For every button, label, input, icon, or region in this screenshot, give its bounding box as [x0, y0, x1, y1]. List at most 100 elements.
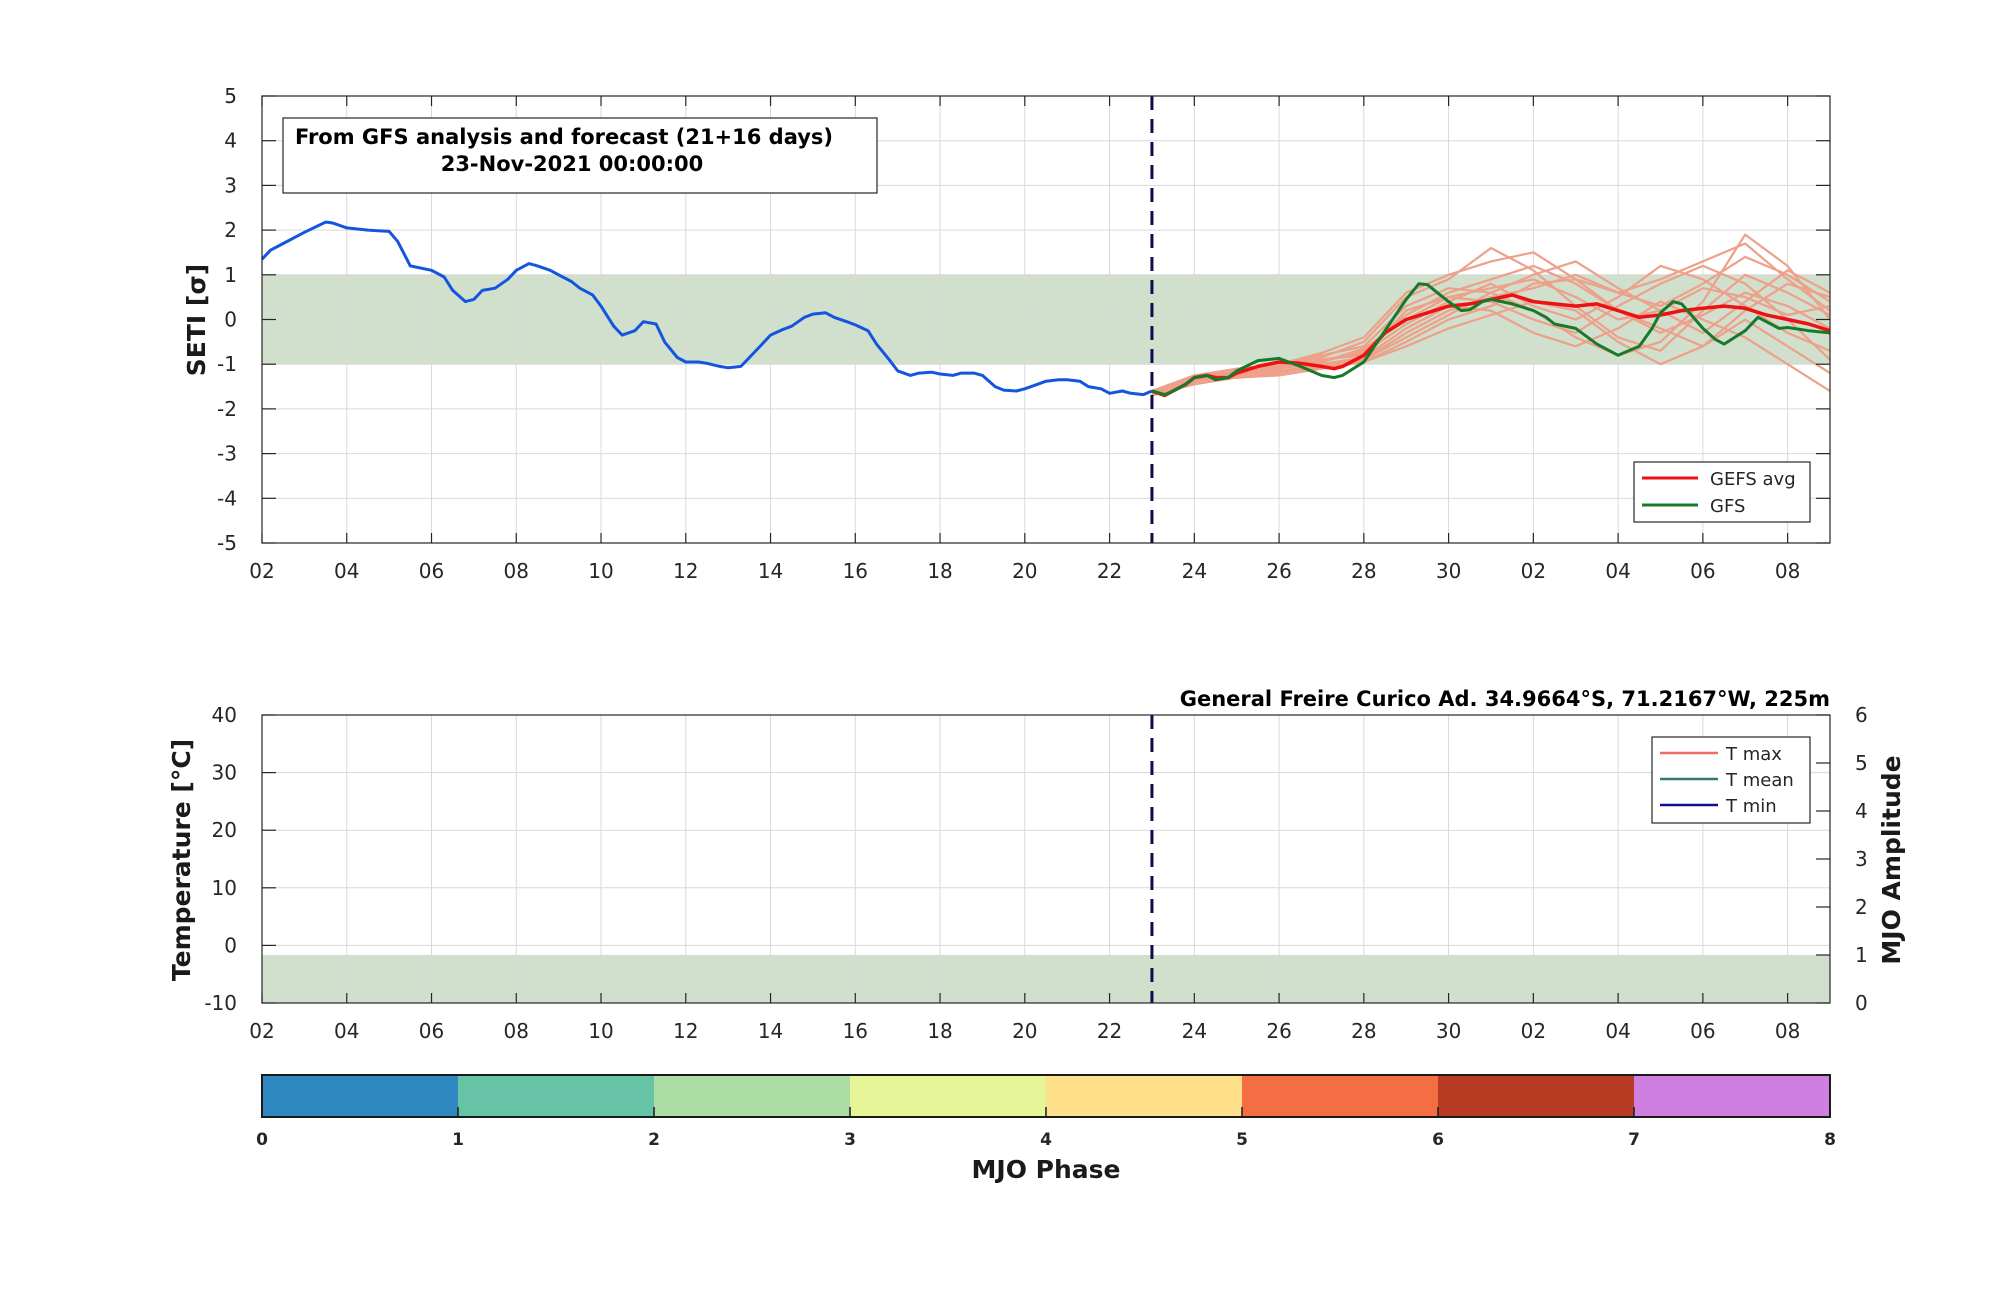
- temperature-x-tick-label: 16: [843, 1019, 868, 1043]
- seti-x-tick-label: 16: [843, 559, 868, 583]
- gefs-member-line: [1151, 278, 1831, 397]
- mjo-amplitude-y-label: MJO Amplitude: [1877, 755, 1906, 964]
- colorbar-cell-phase-8: [1634, 1075, 1831, 1117]
- seti-x-tick-label: 08: [1775, 559, 1800, 583]
- temperature-x-tick-label: 20: [1012, 1019, 1037, 1043]
- colorbar-tick-label: 3: [844, 1130, 856, 1150]
- seti-x-tick-label: 18: [927, 559, 952, 583]
- temperature-y-tick-label: 10: [212, 876, 237, 900]
- seti-x-tick-label: 14: [758, 559, 783, 583]
- temperature-x-tick-label: 06: [1690, 1019, 1715, 1043]
- seti-x-tick-label: 28: [1351, 559, 1376, 583]
- mjo-amplitude-tick-label: 3: [1855, 847, 1868, 871]
- seti-axis-ticks: 02 04 06 08 10 12 14 16 18 20 22 24 26 28 30 02 04 06 08-5…: [217, 84, 1830, 583]
- colorbar-tick-label: 7: [1628, 1130, 1640, 1150]
- info-box: From GFS analysis and forecast (21+16 da…: [282, 117, 878, 194]
- temperature-y-label: Temperature [°C]: [167, 739, 196, 981]
- mjo-amplitude-tick-label: 2: [1855, 895, 1868, 919]
- temperature-x-tick-label: 06: [419, 1019, 444, 1043]
- temperature-x-tick-label: 12: [673, 1019, 698, 1043]
- colorbar-tick-label: 0: [256, 1130, 268, 1150]
- colorbar-cell-phase-6: [1242, 1075, 1439, 1117]
- colorbar-cell-phase-4: [850, 1075, 1047, 1117]
- legend-label-t-min: T min: [1725, 796, 1777, 817]
- seti-x-tick-label: 02: [249, 559, 274, 583]
- seti-x-tick-label: 06: [1690, 559, 1715, 583]
- temperature-y-tick-label: 0: [224, 933, 237, 957]
- gefs-member-line: [1151, 278, 1831, 395]
- legend-label-t-mean: T mean: [1725, 770, 1794, 791]
- seti-x-tick-label: 22: [1097, 559, 1122, 583]
- temperature-x-tick-label: 08: [504, 1019, 529, 1043]
- seti-x-tick-label: 06: [419, 559, 444, 583]
- seti-y-tick-label: 4: [224, 129, 237, 153]
- colorbar-cell-phase-1: [262, 1075, 459, 1117]
- legend-label-gfs: GFS: [1710, 496, 1745, 517]
- temperature-x-tick-label: 02: [1521, 1019, 1546, 1043]
- seti-x-tick-label: 10: [588, 559, 613, 583]
- temperature-x-tick-label: 04: [334, 1019, 359, 1043]
- seti-x-tick-label: 02: [1521, 559, 1546, 583]
- mjo-amplitude-tick-label: 4: [1855, 799, 1868, 823]
- seti-y-tick-label: -2: [217, 397, 237, 421]
- temperature-x-tick-label: 02: [249, 1019, 274, 1043]
- gefs-avg-line: [1151, 293, 1831, 398]
- mjo-amplitude-band: [262, 955, 1830, 1003]
- colorbar-tick-label: 6: [1432, 1130, 1444, 1150]
- temperature-x-tick-label: 14: [758, 1019, 783, 1043]
- temperature-legend: T max T mean T min: [1651, 736, 1811, 824]
- gfs-analysis-line: [260, 220, 1153, 397]
- temperature-x-tick-label: 24: [1182, 1019, 1207, 1043]
- colorbar-ticks: 0 1 2 3 4 5 6 7 8: [256, 1107, 1836, 1150]
- temperature-x-tick-label: 22: [1097, 1019, 1122, 1043]
- info-box-line1: From GFS analysis and forecast (21+16 da…: [295, 125, 833, 149]
- seti-y-tick-label: 1: [224, 263, 237, 287]
- seti-y-tick-label: 0: [224, 308, 237, 332]
- mjo-amplitude-tick-label: 1: [1855, 943, 1868, 967]
- seti-legend: GEFS avg GFS: [1633, 461, 1811, 523]
- colorbar-tick-label: 5: [1236, 1130, 1248, 1150]
- temperature-x-tick-label: 04: [1605, 1019, 1630, 1043]
- info-box-line2: 23-Nov-2021 00:00:00: [441, 152, 704, 176]
- seti-x-tick-label: 20: [1012, 559, 1037, 583]
- gefs-ensemble-members: [1151, 233, 1831, 397]
- temperature-x-tick-label: 28: [1351, 1019, 1376, 1043]
- temperature-y-tick-label: 40: [212, 703, 237, 727]
- temperature-x-tick-label: 18: [927, 1019, 952, 1043]
- gfs-forecast-line: [1151, 282, 1831, 397]
- seti-x-tick-label: 12: [673, 559, 698, 583]
- temperature-y-tick-label: -10: [204, 991, 237, 1015]
- colorbar-tick-label: 1: [452, 1130, 464, 1150]
- seti-x-tick-label: 04: [1605, 559, 1630, 583]
- mjo-phase-label: MJO Phase: [972, 1155, 1121, 1184]
- temperature-x-tick-label: 26: [1266, 1019, 1291, 1043]
- seti-y-label: SETI [σ]: [182, 264, 211, 376]
- temperature-x-tick-label: 08: [1775, 1019, 1800, 1043]
- seti-panel: 02 04 06 08 10 12 14 16 18 20 22 24 26 28 30 02 04 06 08-5…: [182, 84, 1831, 583]
- colorbar-cell-phase-7: [1438, 1075, 1635, 1117]
- legend-label-t-max: T max: [1725, 744, 1782, 765]
- colorbar-tick-label: 4: [1040, 1130, 1052, 1150]
- temperature-y-tick-label: 20: [212, 818, 237, 842]
- mjo-phase-colorbar: 0 1 2 3 4 5 6 7 8 MJO Phase: [256, 1074, 1836, 1184]
- seti-y-tick-label: 2: [224, 218, 237, 242]
- temperature-x-tick-label: 10: [588, 1019, 613, 1043]
- seti-y-tick-label: 3: [224, 173, 237, 197]
- mjo-amplitude-tick-label: 0: [1855, 991, 1868, 1015]
- temperature-axis-ticks: 02 04 06 08 10 12 14 16 18 20 22 24 26 28 30 02 04 06 08-1…: [204, 703, 1867, 1043]
- seti-y-tick-label: -3: [217, 442, 237, 466]
- gefs-member-line: [1151, 260, 1831, 393]
- colorbar-tick-label: 8: [1824, 1130, 1836, 1150]
- info-box-frame: [282, 117, 878, 194]
- colorbar-tick-label: 2: [648, 1130, 660, 1150]
- seti-x-tick-label: 26: [1266, 559, 1291, 583]
- seti-x-tick-label: 30: [1436, 559, 1461, 583]
- temperature-grid: [261, 714, 1830, 1004]
- seti-legend-frame: [1633, 461, 1811, 523]
- seti-y-tick-label: -1: [217, 352, 237, 376]
- gefs-member-line: [1151, 300, 1831, 395]
- seti-x-tick-label: 04: [334, 559, 359, 583]
- seti-y-tick-label: -5: [217, 531, 237, 555]
- station-title: General Freire Curico Ad. 34.9664°S, 71.…: [1180, 687, 1830, 711]
